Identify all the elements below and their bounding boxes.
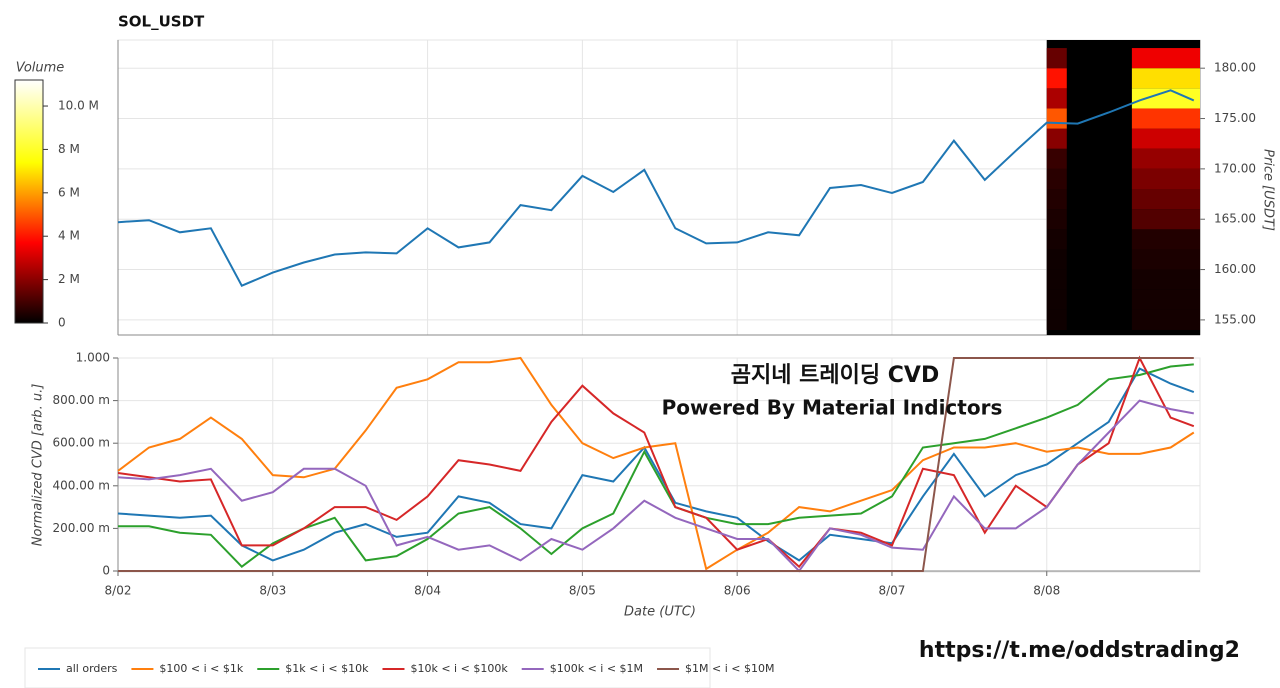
heatmap-cell — [1066, 68, 1132, 89]
heatmap-cell — [1131, 68, 1200, 89]
heatmap-cell — [1131, 229, 1200, 250]
heatmap-cell — [1046, 68, 1067, 89]
heatmap-cell — [1131, 88, 1200, 109]
watermark-title: 곰지네 트레이딩 CVD — [731, 363, 939, 388]
heatmap-cell — [1066, 249, 1132, 270]
heatmap-cell — [1046, 168, 1067, 190]
heatmap-cell — [1046, 128, 1067, 149]
heatmap-cell — [1066, 108, 1132, 129]
legend-label: $100 < i < $1k — [159, 662, 243, 675]
y-tick-label: 1.000 — [76, 351, 110, 365]
heatmap-cell — [1066, 189, 1132, 210]
heatmap-cell — [1046, 249, 1067, 270]
heatmap-cell — [1131, 269, 1200, 290]
series-line — [117, 355, 1195, 569]
y-tick-label: 0 — [102, 564, 110, 578]
watermark-subtitle: Powered By Material Indictors — [662, 396, 1003, 420]
series-line — [117, 399, 1194, 573]
x-axis-label: Date (UTC) — [624, 605, 696, 620]
y-tick-label: 170.00 — [1214, 161, 1256, 175]
heatmap-cell — [1066, 48, 1132, 69]
heatmap-cell — [1066, 168, 1132, 190]
colorbar-title: Volume — [16, 61, 65, 76]
heatmap-cell — [1046, 309, 1067, 330]
heatmap-cell — [1066, 148, 1132, 169]
heatmap-cell — [1046, 209, 1067, 230]
cvd-plot-area — [117, 357, 1201, 573]
heatmap-cell — [1066, 289, 1132, 310]
colorbar — [14, 79, 44, 324]
legend-label: $1k < i < $10k — [285, 662, 369, 675]
x-tick-label: 8/04 — [414, 584, 441, 598]
heatmap-cell — [1131, 289, 1200, 310]
heatmap-cell — [1131, 209, 1200, 230]
heatmap-cell — [1046, 108, 1067, 129]
series-line — [118, 357, 1194, 572]
heatmap-cell — [1131, 128, 1200, 149]
heatmap-cell — [1046, 148, 1067, 169]
heatmap-cell — [1131, 168, 1200, 190]
x-tick-label: 8/05 — [569, 584, 596, 598]
heatmap-cell — [1066, 88, 1132, 109]
heatmap-cell — [1131, 108, 1200, 129]
x-tick-label: 8/08 — [1033, 584, 1060, 598]
heatmap-cell — [1131, 189, 1200, 210]
y-tick-label: 165.00 — [1214, 212, 1256, 226]
y-tick-label: 175.00 — [1214, 111, 1256, 125]
heatmap-cell — [1066, 309, 1132, 330]
y-axis-label: Price [USDT] — [1261, 149, 1276, 231]
x-tick-label: 8/02 — [105, 584, 132, 598]
legend-label: $100k < i < $1M — [550, 662, 643, 675]
y-tick-label: 160.00 — [1214, 262, 1256, 276]
y-tick-label: 180.00 — [1214, 61, 1256, 75]
heatmap-cell — [1066, 269, 1132, 290]
colorbar-tick-label: 4 M — [58, 229, 80, 243]
x-tick-label: 8/07 — [878, 584, 905, 598]
price-plot-area — [117, 39, 1201, 336]
y-tick-label: 200.00 m — [53, 521, 111, 535]
colorbar-tick-label: 2 M — [58, 272, 80, 286]
series-line — [117, 89, 1195, 287]
x-tick-label: 8/03 — [259, 584, 286, 598]
series-line — [117, 356, 1195, 571]
heatmap-cell — [1131, 309, 1200, 330]
heatmap-cell — [1066, 209, 1132, 230]
colorbar-tick-label: 6 M — [58, 185, 80, 199]
x-tick-label: 8/06 — [724, 584, 751, 598]
colorbar-tick-label: 0 — [58, 316, 66, 330]
legend-label: all orders — [66, 662, 118, 675]
heatmap-cell — [1046, 189, 1067, 210]
heatmap-cell — [1066, 128, 1132, 149]
heatmap-cell — [1046, 229, 1067, 250]
heatmap-cell — [1046, 48, 1067, 69]
heatmap-cell — [1131, 148, 1200, 169]
y-tick-label: 800.00 m — [53, 393, 111, 407]
colorbar-tick-label: 10.0 M — [58, 99, 99, 113]
legend-label: $1M < i < $10M — [685, 662, 774, 675]
heatmap-cell — [1131, 48, 1200, 69]
heatmap-cell — [1066, 229, 1132, 250]
legend-label: $10k < i < $100k — [410, 662, 508, 675]
y-tick-label: 400.00 m — [53, 478, 111, 492]
y-tick-label: 155.00 — [1214, 312, 1256, 326]
heatmap-cell — [1046, 289, 1067, 310]
footer-link: https://t.me/oddstrading2 — [919, 638, 1240, 663]
y-axis-label: Normalized CVD [arb. u.] — [31, 384, 46, 547]
series-line — [117, 367, 1195, 562]
heatmap-cell — [1131, 249, 1200, 270]
heatmap-cell — [1046, 269, 1067, 290]
y-tick-label: 600.00 m — [53, 436, 111, 450]
colorbar-tick-label: 8 M — [58, 142, 80, 156]
heatmap-cell — [1046, 88, 1067, 109]
chart-title: SOL_USDT — [118, 13, 205, 31]
